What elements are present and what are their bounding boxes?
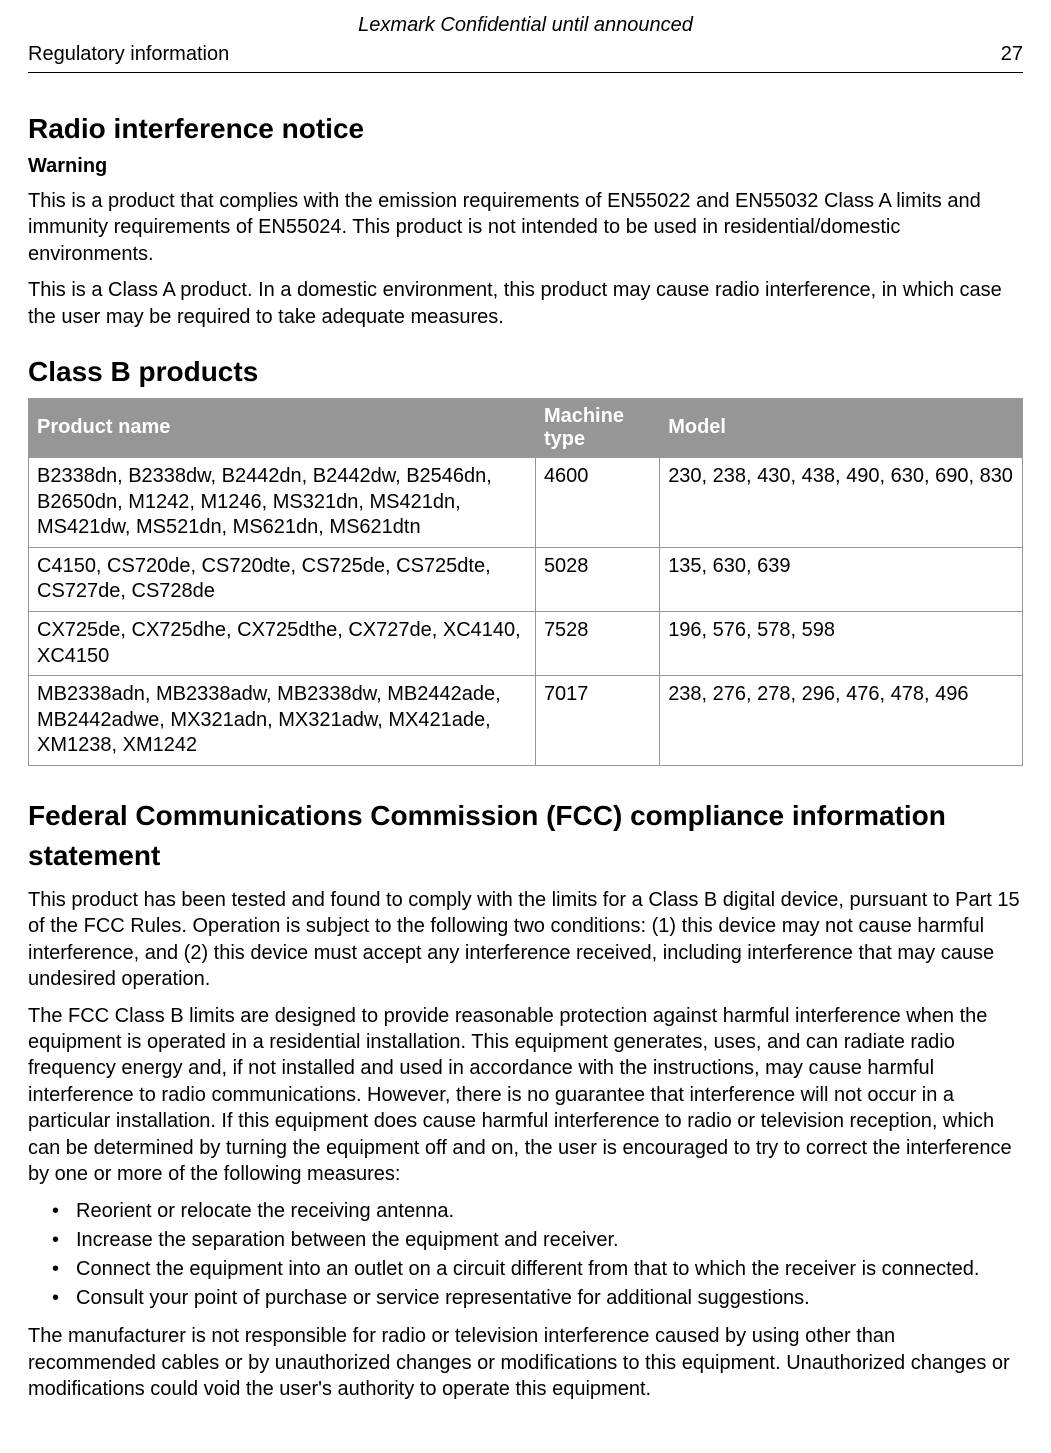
cell-product: B2338dn, B2338dw, B2442dn, B2442dw, B254… xyxy=(29,457,536,547)
header-page-number: 27 xyxy=(1001,43,1023,66)
list-item: Consult your point of purchase or servic… xyxy=(72,1284,1023,1313)
cell-product: C4150, CS720de, CS720dte, CS725de, CS725… xyxy=(29,547,536,611)
running-header: Regulatory information 27 xyxy=(28,43,1023,73)
table-header-row: Product name Machine type Model xyxy=(29,398,1023,457)
confidential-banner: Lexmark Confidential until announced xyxy=(28,14,1023,37)
page-container: Lexmark Confidential until announced Reg… xyxy=(0,0,1051,1453)
header-section-title: Regulatory information xyxy=(28,43,229,66)
cell-machine-type: 7017 xyxy=(535,676,659,766)
col-header-product: Product name xyxy=(29,398,536,457)
fcc-para-2: The FCC Class B limits are designed to p… xyxy=(28,1003,1023,1188)
cell-product: CX725de, CX725dhe, CX725dthe, CX727de, X… xyxy=(29,611,536,675)
cell-model: 196, 576, 578, 598 xyxy=(660,611,1023,675)
col-header-machine-type: Machine type xyxy=(535,398,659,457)
radio-notice-para-2: This is a Class A product. In a domestic… xyxy=(28,277,1023,330)
cell-model: 238, 276, 278, 296, 476, 478, 496 xyxy=(660,676,1023,766)
class-b-table: Product name Machine type Model B2338dn,… xyxy=(28,398,1023,766)
table-row: C4150, CS720de, CS720dte, CS725de, CS725… xyxy=(29,547,1023,611)
fcc-para-3: The manufacturer is not responsible for … xyxy=(28,1323,1023,1402)
cell-machine-type: 5028 xyxy=(535,547,659,611)
cell-model: 230, 238, 430, 438, 490, 630, 690, 830 xyxy=(660,457,1023,547)
list-item: Connect the equipment into an outlet on … xyxy=(72,1255,1023,1284)
radio-notice-para-1: This is a product that complies with the… xyxy=(28,188,1023,267)
radio-interference-heading: Radio interference notice xyxy=(28,113,1023,145)
list-item: Reorient or relocate the receiving anten… xyxy=(72,1197,1023,1226)
fcc-heading: Federal Communications Commission (FCC) … xyxy=(28,796,1023,877)
table-row: B2338dn, B2338dw, B2442dn, B2442dw, B254… xyxy=(29,457,1023,547)
fcc-para-1: This product has been tested and found t… xyxy=(28,887,1023,993)
list-item: Increase the separation between the equi… xyxy=(72,1226,1023,1255)
cell-machine-type: 7528 xyxy=(535,611,659,675)
cell-product: MB2338adn, MB2338adw, MB2338dw, MB2442ad… xyxy=(29,676,536,766)
class-b-heading: Class B products xyxy=(28,356,1023,388)
cell-machine-type: 4600 xyxy=(535,457,659,547)
fcc-measures-list: Reorient or relocate the receiving anten… xyxy=(28,1197,1023,1313)
col-header-model: Model xyxy=(660,398,1023,457)
cell-model: 135, 630, 639 xyxy=(660,547,1023,611)
warning-label: Warning xyxy=(28,155,1023,178)
table-row: CX725de, CX725dhe, CX725dthe, CX727de, X… xyxy=(29,611,1023,675)
table-row: MB2338adn, MB2338adw, MB2338dw, MB2442ad… xyxy=(29,676,1023,766)
